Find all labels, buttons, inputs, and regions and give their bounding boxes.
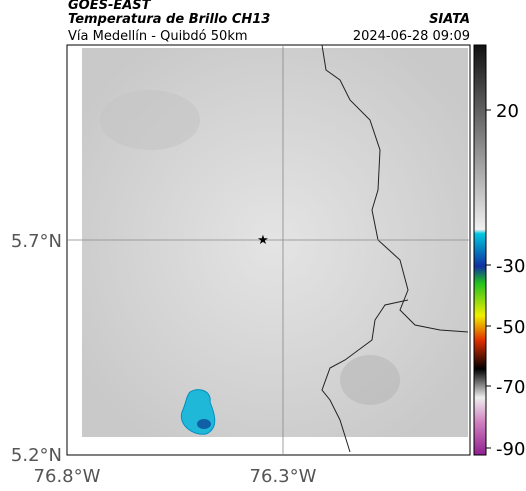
org: SIATA [429,12,470,27]
colorbar-label: -30 [496,256,525,277]
product: Temperatura de Brillo CH13 [68,12,270,27]
lon-tick: 76.8°W [34,466,101,487]
colorbar [473,44,487,456]
colorbar-label: 20 [496,101,519,122]
colorbar-label: -50 [496,317,525,338]
warm-area [340,355,400,405]
colorbar-ticks: 20 -30 -50 -70 -90 [486,101,525,460]
timestamp: 2024-06-28 09:09 [353,29,470,44]
route: Vía Medellín - Quibdó 50km [68,29,248,44]
border [321,44,469,333]
border [321,299,409,453]
colorbar-label: -90 [496,439,525,460]
lat-tick: 5.2°N [11,445,62,466]
lat-tick: 5.7°N [11,231,62,252]
warm-area [100,90,200,150]
source: GOES-EAST [68,0,152,13]
lon-tick: 76.3°W [250,466,317,487]
city-marker: ★ [257,233,269,248]
colorbar-label: -70 [496,377,525,398]
cold-core [197,419,211,429]
